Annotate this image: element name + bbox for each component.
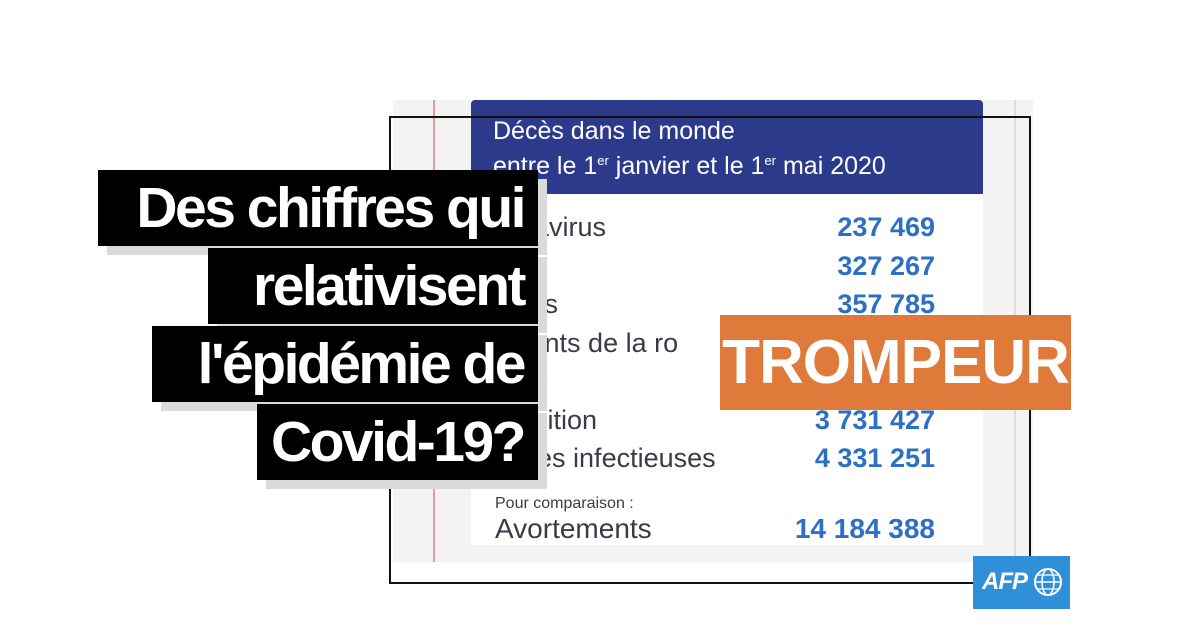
afp-logo-text: AFP (982, 568, 1028, 595)
headline-line-4: Covid-19? (257, 404, 547, 489)
header-line-1: Décès dans le monde (493, 117, 735, 145)
headline-line-3: l'épidémie de (152, 326, 547, 411)
comparison-caption: Pour comparaison : (495, 495, 634, 512)
abortion-value: 14 184 388 (794, 513, 935, 544)
abortion-row: Avortements 14 184 388 (471, 511, 983, 545)
abortion-label: Avortements (495, 513, 652, 544)
afp-logo: AFP (973, 556, 1070, 609)
headline-line-1: Des chiffres qui (98, 170, 547, 255)
table-row: laria327 267 (495, 250, 935, 281)
globe-icon (1034, 568, 1062, 596)
header-line-2: entre le 1er janvier et le 1er mai 2020 (493, 152, 886, 180)
verdict-label: TROMPEUR (720, 315, 1071, 410)
table-row: ladies infectieuses 4 331 251 (495, 443, 935, 473)
table-row: ronavirus 237 469 (495, 212, 935, 242)
headline-line-2: relativisent (208, 248, 547, 333)
deaths-table-header: Décès dans le monde entre le 1er janvier… (471, 100, 983, 194)
